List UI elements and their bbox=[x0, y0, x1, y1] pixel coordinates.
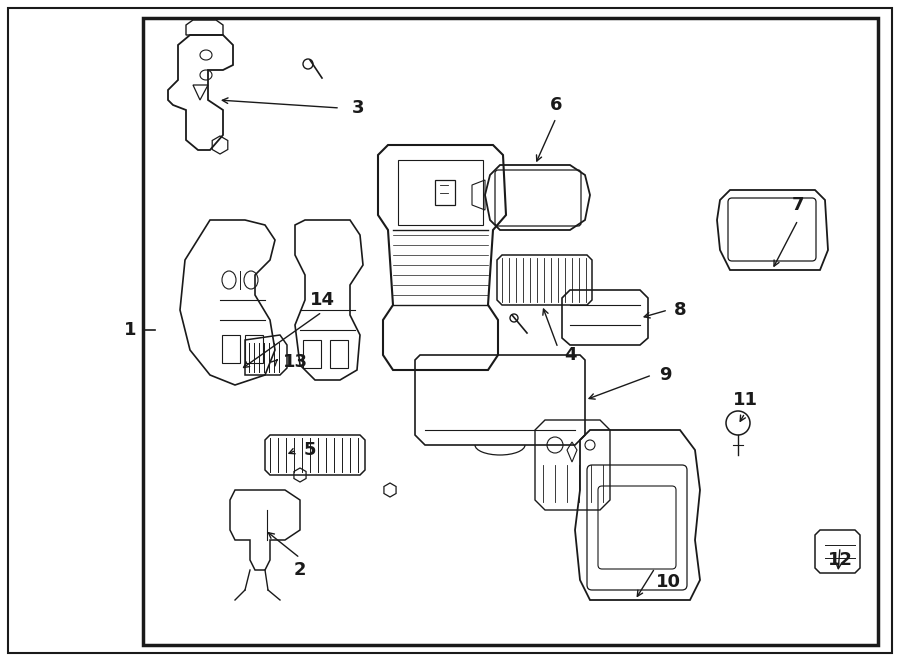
Text: 1: 1 bbox=[124, 321, 136, 339]
Bar bbox=[222, 335, 240, 363]
Bar bbox=[435, 180, 455, 205]
Text: 5: 5 bbox=[304, 441, 316, 459]
Bar bbox=[143, 18, 878, 645]
Text: 9: 9 bbox=[659, 366, 671, 384]
Bar bbox=[245, 335, 263, 363]
Text: 14: 14 bbox=[310, 291, 335, 309]
Text: 12: 12 bbox=[827, 551, 852, 569]
Text: 6: 6 bbox=[550, 96, 562, 114]
Text: 10: 10 bbox=[655, 573, 680, 591]
Text: 4: 4 bbox=[563, 346, 576, 364]
Bar bbox=[303, 340, 321, 368]
Text: 2: 2 bbox=[293, 561, 306, 579]
Text: 11: 11 bbox=[733, 391, 758, 409]
Text: 8: 8 bbox=[674, 301, 687, 319]
Bar bbox=[330, 340, 348, 368]
Text: 13: 13 bbox=[283, 353, 308, 371]
Text: 7: 7 bbox=[792, 196, 805, 214]
Bar bbox=[398, 160, 483, 225]
Text: 3: 3 bbox=[352, 99, 365, 117]
